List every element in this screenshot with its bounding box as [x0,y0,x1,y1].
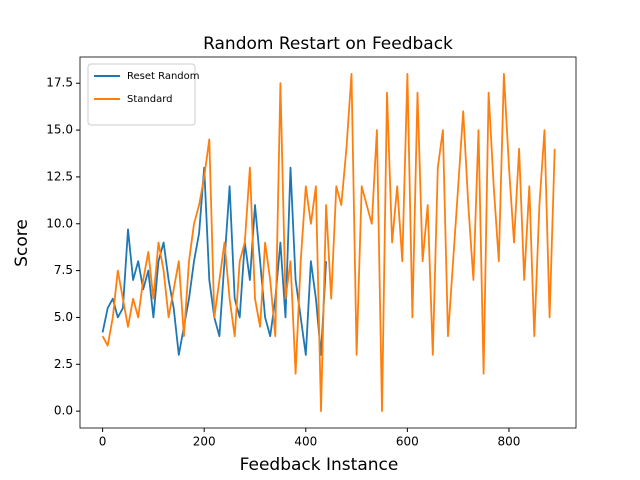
chart-title: Random Restart on Feedback [203,34,453,54]
legend-box [87,63,196,126]
y-tick-label: 15.0 [46,123,73,137]
x-tick-label: 400 [294,435,317,449]
y-tick-label: 12.5 [46,169,73,183]
x-tick-label: 0 [99,435,107,449]
x-axis-label: Feedback Instance [240,455,399,475]
legend-label: Reset Random [127,71,200,82]
series-line [101,73,556,413]
y-tick-label: 7.5 [54,263,73,277]
legend-label: Standard [127,94,173,105]
x-tick-label: 200 [193,435,216,449]
y-tick-label: 17.5 [46,76,73,90]
y-tick-label: 2.5 [54,357,73,371]
y-tick-label: 0.0 [54,404,73,418]
y-axis-label: Score [12,219,32,267]
x-tick-label: 800 [497,435,520,449]
x-tick-label: 600 [396,435,419,449]
y-tick-label: 5.0 [54,310,73,324]
y-tick-label: 10.0 [46,216,73,230]
plot-frame [79,56,577,429]
